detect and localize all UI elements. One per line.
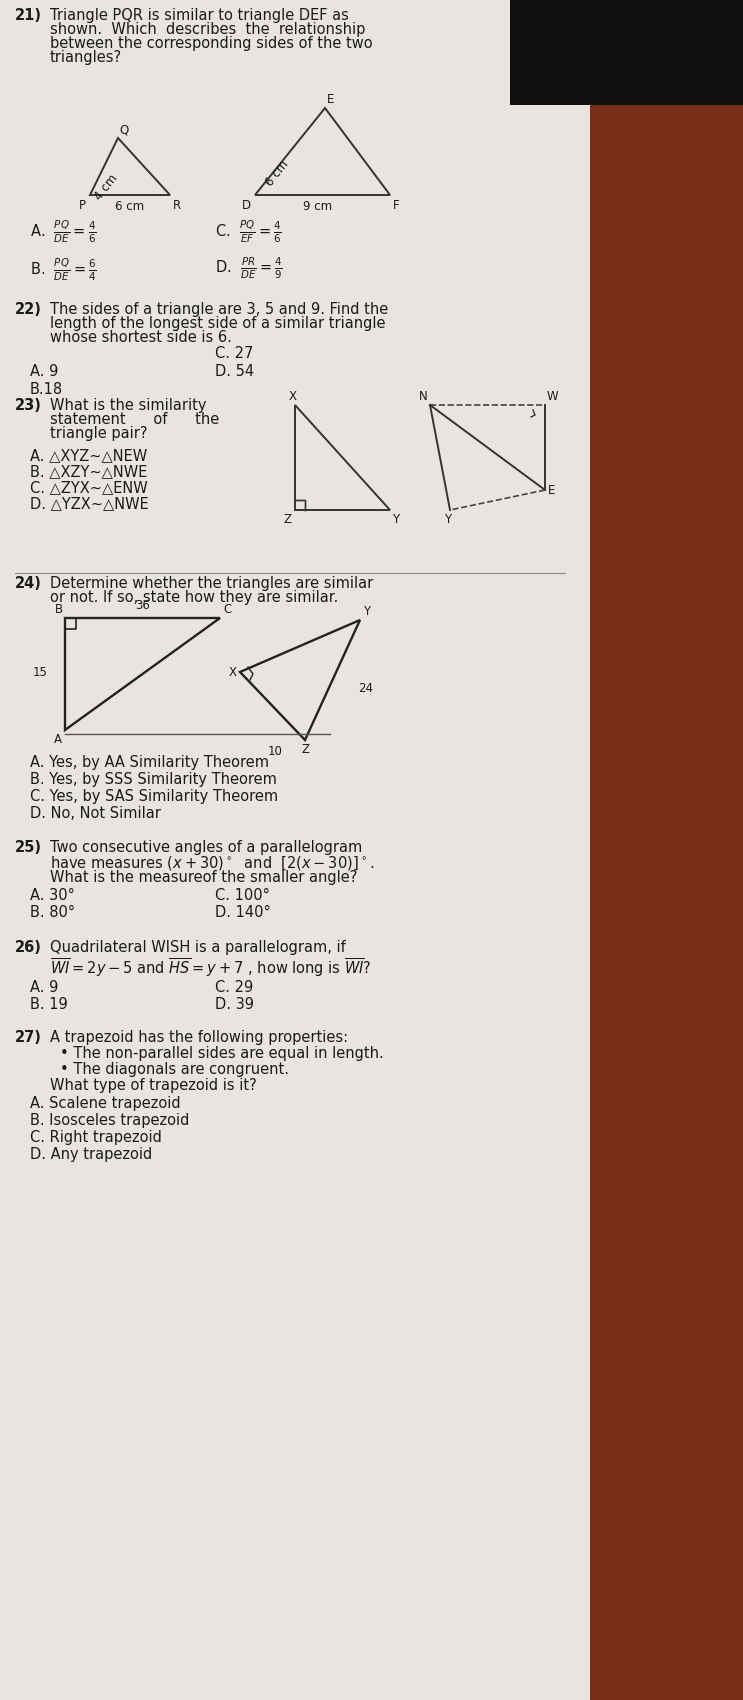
Text: C. 29: C. 29 <box>215 979 253 994</box>
Text: Two consecutive angles of a parallelogram: Two consecutive angles of a parallelogra… <box>50 840 363 855</box>
Text: Triangle PQR is similar to triangle DEF as: Triangle PQR is similar to triangle DEF … <box>50 8 349 24</box>
Text: A. Yes, by AA Similarity Theorem: A. Yes, by AA Similarity Theorem <box>30 755 269 770</box>
Text: D. Any trapezoid: D. Any trapezoid <box>30 1148 152 1163</box>
Text: What is the similarity: What is the similarity <box>50 398 207 413</box>
Text: or not. If so, state how they are similar.: or not. If so, state how they are simila… <box>50 590 338 605</box>
Text: A. 9: A. 9 <box>30 979 59 994</box>
Text: What type of trapezoid is it?: What type of trapezoid is it? <box>50 1078 257 1093</box>
Text: 26): 26) <box>15 940 42 955</box>
Text: B. 19: B. 19 <box>30 996 68 1012</box>
Text: E: E <box>548 483 555 496</box>
Text: D. No, Not Similar: D. No, Not Similar <box>30 806 161 821</box>
Text: D. 140°: D. 140° <box>215 904 270 920</box>
Text: 24): 24) <box>15 576 42 592</box>
Text: 23): 23) <box>15 398 42 413</box>
Text: Y: Y <box>444 513 452 525</box>
Text: A: A <box>54 733 62 746</box>
Text: 15: 15 <box>33 665 48 678</box>
Text: statement      of      the: statement of the <box>50 411 219 427</box>
Text: 36: 36 <box>135 598 150 612</box>
Text: Quadrilateral WISH is a parallelogram, if: Quadrilateral WISH is a parallelogram, i… <box>50 940 345 955</box>
Text: B.18: B.18 <box>30 382 63 398</box>
Text: D: D <box>242 199 251 212</box>
Text: A. Scalene trapezoid: A. Scalene trapezoid <box>30 1096 181 1112</box>
Text: 10: 10 <box>267 745 282 758</box>
Text: C: C <box>223 604 231 615</box>
Text: 6 cm: 6 cm <box>115 201 145 212</box>
Text: 21): 21) <box>15 8 42 24</box>
Text: shown.  Which  describes  the  relationship: shown. Which describes the relationship <box>50 22 366 37</box>
Text: A. 9: A. 9 <box>30 364 59 379</box>
Text: Z: Z <box>301 743 309 756</box>
Text: Determine whether the triangles are similar: Determine whether the triangles are simi… <box>50 576 373 592</box>
Text: A trapezoid has the following properties:: A trapezoid has the following properties… <box>50 1030 348 1046</box>
Text: • The diagonals are congruent.: • The diagonals are congruent. <box>60 1062 289 1078</box>
Text: Z: Z <box>284 513 292 525</box>
Text: A.  $\frac{PQ}{DE} = \frac{4}{6}$: A. $\frac{PQ}{DE} = \frac{4}{6}$ <box>30 218 97 245</box>
Text: triangle pair?: triangle pair? <box>50 427 148 440</box>
Text: 6 cm: 6 cm <box>263 158 291 189</box>
Text: C. Right trapezoid: C. Right trapezoid <box>30 1130 162 1146</box>
Text: $\overline{WI}=2y-5$ and $\overline{HS}=y+7$ , how long is $\overline{WI}$?: $\overline{WI}=2y-5$ and $\overline{HS}=… <box>50 955 372 979</box>
Text: F: F <box>393 199 400 212</box>
Text: B.  $\frac{PQ}{DE} = \frac{6}{4}$: B. $\frac{PQ}{DE} = \frac{6}{4}$ <box>30 257 97 282</box>
Text: C.  $\frac{PQ}{EF} = \frac{4}{6}$: C. $\frac{PQ}{EF} = \frac{4}{6}$ <box>215 218 282 245</box>
Text: W: W <box>547 389 559 403</box>
Text: between the corresponding sides of the two: between the corresponding sides of the t… <box>50 36 373 51</box>
Text: B. Isosceles trapezoid: B. Isosceles trapezoid <box>30 1114 189 1129</box>
Text: triangles?: triangles? <box>50 49 122 65</box>
Text: C. 27: C. 27 <box>215 347 253 360</box>
Text: Y: Y <box>392 513 399 525</box>
Text: 9 cm: 9 cm <box>303 201 333 212</box>
Text: 25): 25) <box>15 840 42 855</box>
Text: What is the measureof the smaller angle?: What is the measureof the smaller angle? <box>50 870 357 886</box>
Text: D. 54: D. 54 <box>215 364 254 379</box>
Text: C. 100°: C. 100° <box>215 887 270 903</box>
Text: A. 30°: A. 30° <box>30 887 75 903</box>
Text: 22): 22) <box>15 303 42 316</box>
Bar <box>590 0 743 1700</box>
Text: C. △ZYX∼△ENW: C. △ZYX∼△ENW <box>30 479 148 495</box>
Text: R: R <box>173 199 181 212</box>
Text: Y: Y <box>363 605 370 619</box>
Text: B. Yes, by SSS Similarity Theorem: B. Yes, by SSS Similarity Theorem <box>30 772 277 787</box>
Text: length of the longest side of a similar triangle: length of the longest side of a similar … <box>50 316 386 332</box>
Text: • The non-parallel sides are equal in length.: • The non-parallel sides are equal in le… <box>60 1046 383 1061</box>
Text: X: X <box>229 665 237 678</box>
Text: X: X <box>289 389 297 403</box>
Text: 24: 24 <box>358 682 373 695</box>
Text: N: N <box>419 389 428 403</box>
Text: P: P <box>79 199 86 212</box>
Text: 27): 27) <box>15 1030 42 1046</box>
Bar <box>510 0 743 105</box>
Text: 4 cm: 4 cm <box>92 172 120 202</box>
Text: D.  $\frac{PR}{DE} = \frac{4}{9}$: D. $\frac{PR}{DE} = \frac{4}{9}$ <box>215 257 283 282</box>
Text: The sides of a triangle are 3, 5 and 9. Find the: The sides of a triangle are 3, 5 and 9. … <box>50 303 389 316</box>
Text: C. Yes, by SAS Similarity Theorem: C. Yes, by SAS Similarity Theorem <box>30 789 278 804</box>
Text: D. △YZX∼△NWE: D. △YZX∼△NWE <box>30 496 149 512</box>
Text: B. 80°: B. 80° <box>30 904 75 920</box>
Text: Q: Q <box>119 122 129 136</box>
Text: B: B <box>55 604 63 615</box>
Text: A. △XYZ∼△NEW: A. △XYZ∼△NEW <box>30 449 147 462</box>
Text: D. 39: D. 39 <box>215 996 254 1012</box>
Text: have measures $(x+30)^\circ$  and  $[2(x-30)]^\circ$.: have measures $(x+30)^\circ$ and $[2(x-3… <box>50 853 374 872</box>
Text: E: E <box>327 94 334 105</box>
Text: B. △XZY∼△NWE: B. △XZY∼△NWE <box>30 464 147 479</box>
Text: whose shortest side is 6.: whose shortest side is 6. <box>50 330 232 345</box>
